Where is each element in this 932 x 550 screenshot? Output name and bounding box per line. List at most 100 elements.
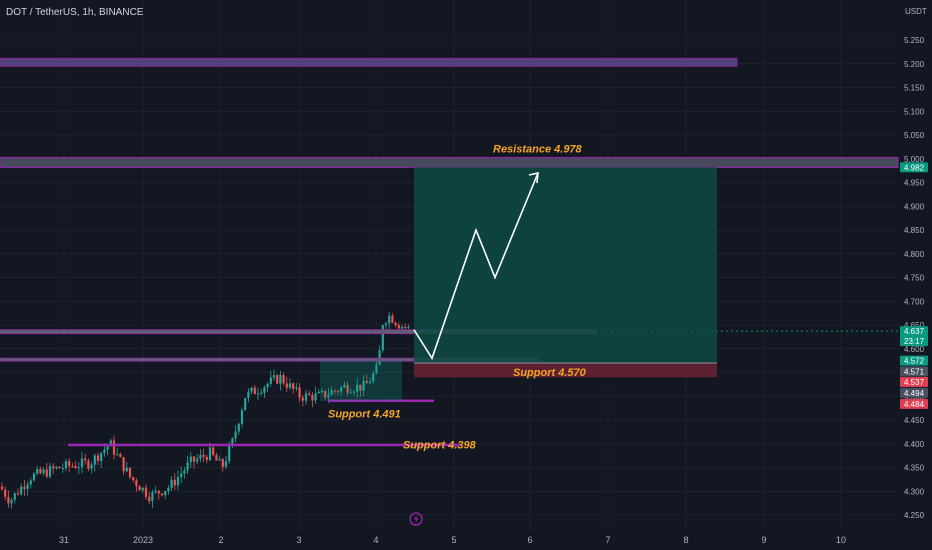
candle-body	[304, 393, 308, 401]
candle-body	[26, 484, 29, 489]
candle-body	[362, 380, 365, 391]
projected-path-line	[413, 172, 539, 361]
x-tick-label: 6	[527, 535, 532, 545]
candle-body	[125, 467, 128, 472]
candle-body	[378, 350, 381, 365]
candle-body	[29, 480, 32, 485]
candle-body	[282, 374, 285, 384]
candle-body	[212, 447, 215, 455]
price-badge	[900, 326, 928, 347]
level-support-4491	[328, 399, 434, 403]
candle-body	[391, 315, 394, 323]
candle-body	[87, 460, 90, 469]
small-position-box	[320, 360, 402, 401]
levels	[0, 57, 899, 447]
y-tick-label: 5.150	[904, 84, 925, 93]
candle-body	[375, 364, 378, 374]
price-badge	[900, 387, 928, 398]
price-axis[interactable]: 5.250 5.200 5.150 5.100 5.050 5.000 4.950 4.900…	[904, 36, 925, 520]
candle-body	[292, 383, 295, 389]
long-position[interactable]	[414, 167, 717, 378]
candle-body	[320, 390, 324, 392]
price-badge-timer: 23:17	[904, 337, 925, 346]
price-badge-label: 4.571	[904, 368, 925, 377]
price-badge	[900, 366, 928, 377]
candle-body	[260, 392, 263, 394]
candle-body	[109, 440, 112, 447]
y-tick-label: 4.900	[904, 202, 925, 211]
y-tick-label: 4.400	[904, 440, 925, 449]
candle-body	[404, 326, 407, 328]
y-tick-label: 5.250	[904, 36, 925, 45]
candle-body	[42, 469, 45, 474]
candle-body	[317, 391, 320, 394]
y-tick-label: 5.200	[904, 60, 925, 69]
candle-body	[20, 486, 23, 495]
candle-body	[394, 322, 397, 326]
candle-body	[0, 486, 4, 490]
lightning-icon[interactable]	[409, 512, 423, 526]
candle-body	[397, 325, 400, 329]
candle-body	[388, 315, 391, 324]
candle-body	[32, 473, 36, 481]
candle-body	[205, 456, 208, 461]
candle-body	[295, 387, 298, 389]
candle-body	[336, 391, 340, 393]
candle-body	[218, 459, 221, 461]
annotation-support-4491: Support 4.491	[328, 409, 401, 421]
candle-body	[138, 486, 141, 491]
candle-body	[151, 492, 154, 502]
projected-path-arrowhead	[528, 171, 539, 184]
candle-body	[55, 466, 58, 469]
y-tick-label: 4.750	[904, 274, 925, 283]
candle-body	[186, 462, 189, 471]
position-profit-zone	[414, 167, 717, 363]
candle-body	[141, 487, 144, 491]
candle-body	[400, 326, 404, 329]
candle-body	[314, 393, 317, 401]
currency-label: USDT	[905, 7, 927, 16]
candle-body	[349, 392, 352, 394]
chart-title: DOT / TetherUS, 1h, BINANCE	[6, 7, 144, 18]
candle-body	[23, 486, 26, 489]
y-tick-label: 4.800	[904, 250, 925, 259]
level-zone-5200	[0, 57, 738, 67]
candle-body	[365, 380, 368, 384]
candle-body	[93, 455, 96, 465]
level-support-4398	[68, 443, 460, 447]
price-badge-label: 4.484	[904, 400, 925, 409]
price-badge	[900, 355, 928, 366]
candle-body	[263, 387, 266, 393]
candle-body	[231, 438, 234, 446]
candle-body	[384, 323, 388, 326]
candle-body	[7, 496, 10, 504]
candle-body	[359, 384, 362, 391]
candle-body	[253, 387, 256, 395]
candle-body	[106, 446, 109, 450]
candle-body	[301, 397, 304, 401]
candle-body	[324, 390, 327, 398]
candle-body	[228, 445, 231, 462]
candle-body	[327, 394, 330, 398]
candle-body	[288, 383, 292, 388]
candle-body	[189, 456, 192, 463]
candle-body	[36, 468, 39, 474]
y-tick-label: 4.450	[904, 416, 925, 425]
price-badge-label: 4.494	[904, 389, 925, 398]
candle-body	[10, 499, 13, 504]
candle-body	[96, 455, 100, 462]
time-axis[interactable]: 31 2023 2 3 4 5 6 7 8 9 10	[59, 535, 846, 545]
candle-body	[58, 466, 61, 469]
candle-body	[240, 410, 244, 424]
candle-body	[340, 387, 343, 392]
x-tick-label: 7	[605, 535, 610, 545]
y-tick-label: 5.050	[904, 131, 925, 140]
price-badge-label: 4.637	[904, 327, 925, 336]
candle-body	[135, 480, 138, 487]
price-badge-label: 4.537	[904, 378, 925, 387]
y-tick-label: 5.000	[904, 155, 925, 164]
price-badge-label: 4.572	[904, 357, 925, 366]
price-badge	[900, 377, 928, 387]
x-tick-label: 2	[218, 535, 223, 545]
